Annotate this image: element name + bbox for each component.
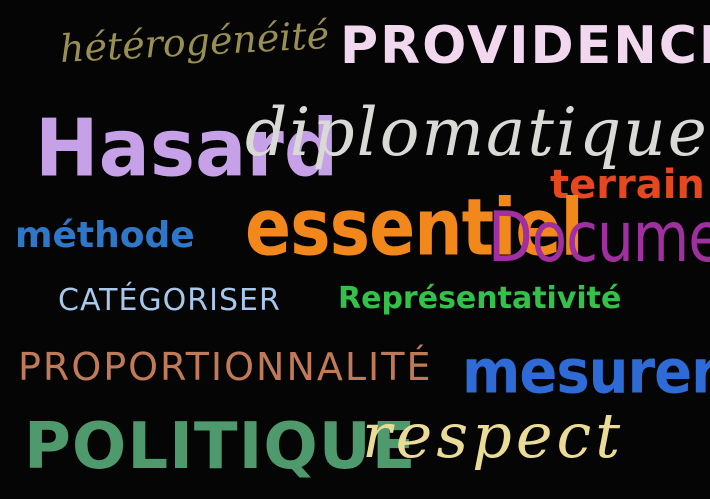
word-terrain: terrain	[550, 162, 705, 208]
word-essentiel: essentiel	[245, 183, 584, 274]
word-proportionnalite: PROPORTIONNALITÉ	[18, 345, 433, 389]
word-mesurer: mesurer	[462, 337, 710, 408]
word-respect: respect	[362, 399, 625, 472]
word-politique: POLITIQUE	[24, 410, 417, 484]
word-representativite: Représentativité	[338, 281, 622, 316]
word-methode: méthode	[15, 215, 195, 256]
word-heterogeneite: hétérogénéité	[58, 12, 331, 71]
word-hasard: Hasard	[35, 100, 339, 195]
word-diplomatique: diplomatique	[245, 94, 709, 171]
word-providence: PROVIDENCE	[340, 16, 710, 76]
word-documenter: Documenter	[488, 196, 710, 278]
word-categoriser: CATÉGORISER	[58, 283, 281, 318]
